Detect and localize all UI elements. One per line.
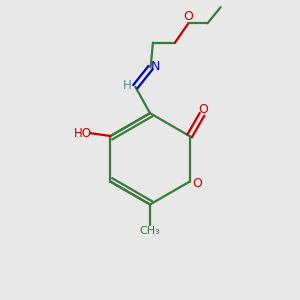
Text: H: H (123, 79, 131, 92)
Text: CH₃: CH₃ (140, 226, 160, 236)
Text: O: O (199, 103, 208, 116)
Text: O: O (192, 177, 202, 190)
Text: HO: HO (74, 127, 92, 140)
Text: O: O (183, 11, 193, 23)
Text: N: N (151, 60, 160, 73)
